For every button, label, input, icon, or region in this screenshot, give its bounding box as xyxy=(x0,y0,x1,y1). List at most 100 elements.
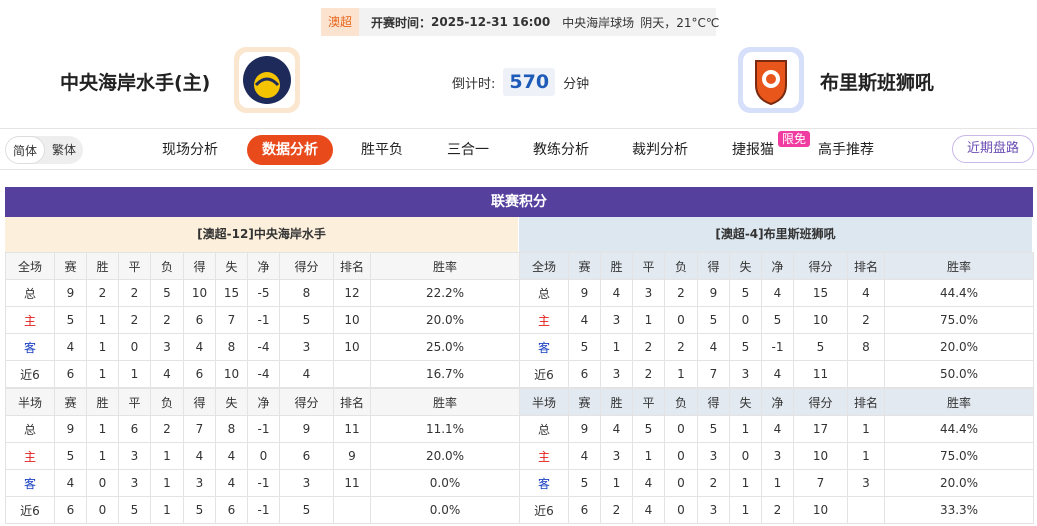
cell: 0.0% xyxy=(370,469,520,497)
cell: 3 xyxy=(847,469,885,497)
cell: 1 xyxy=(729,469,762,497)
cell: 3 xyxy=(279,469,334,497)
cell: 10 xyxy=(215,360,248,388)
cell: 4 xyxy=(761,360,794,388)
cell: 2 xyxy=(118,306,151,334)
cell: 2 xyxy=(697,469,730,497)
cell: 44.4% xyxy=(884,279,1034,307)
cell: 10 xyxy=(793,496,848,524)
cell xyxy=(333,360,371,388)
column-header: 胜率 xyxy=(884,388,1034,416)
column-header: 得分 xyxy=(279,388,334,416)
recent-odds-button[interactable]: 近期盘路 xyxy=(952,135,1034,163)
header-row: 全场赛胜平负得失净得分 排名 胜率 xyxy=(5,252,520,280)
cell: 4 xyxy=(150,360,184,388)
cell: 16.7% xyxy=(370,360,520,388)
row-label: 总 xyxy=(519,279,569,307)
nav-tab[interactable]: 教练分析 xyxy=(533,142,589,158)
row-label: 主 xyxy=(519,442,569,470)
cell: 10 xyxy=(333,306,371,334)
cell: 5 xyxy=(568,469,601,497)
nav-tab[interactable]: 捷报猫 xyxy=(732,142,774,158)
standings-table: 半场赛胜平负得失净得分 排名 胜率总 9 4 5 0 5 1 4 17 1 44.4% 主 4 3 1 0 3 0 3 1… xyxy=(519,388,1034,524)
cell: 4 xyxy=(215,442,248,470)
cell: 4 xyxy=(847,279,885,307)
cell: 1 xyxy=(664,360,698,388)
cell xyxy=(847,360,885,388)
cell: 10 xyxy=(183,279,216,307)
cell: 22.2% xyxy=(370,279,520,307)
cell: 0 xyxy=(664,306,698,334)
nav-tab[interactable]: 三合一 xyxy=(447,142,489,158)
column-header: 赛 xyxy=(54,388,87,416)
cell: 9 xyxy=(333,442,371,470)
cell: 11 xyxy=(793,360,848,388)
cell: 9 xyxy=(568,415,601,443)
cell: 4 xyxy=(568,306,601,334)
lang-option[interactable]: 繁体 xyxy=(52,143,77,157)
cell: 5 xyxy=(697,306,730,334)
nav-tab[interactable]: 数据分析 xyxy=(247,135,333,165)
cell: 7 xyxy=(793,469,848,497)
data-row: 总 9 4 3 2 9 5 4 15 4 44.4% xyxy=(519,279,1034,307)
column-header: 净 xyxy=(247,252,280,280)
nav-tab[interactable]: 裁判分析 xyxy=(632,142,688,158)
cell: 5 xyxy=(729,333,762,361)
lang-option[interactable]: 简体 xyxy=(5,136,46,164)
row-label: 总 xyxy=(519,415,569,443)
cell: 9 xyxy=(568,279,601,307)
cell: 1 xyxy=(761,469,794,497)
cell: 1 xyxy=(86,442,119,470)
countdown-unit: 分钟 xyxy=(563,76,590,92)
cell: 3 xyxy=(697,442,730,470)
column-header: 负 xyxy=(150,252,184,280)
cell: -1 xyxy=(761,333,794,361)
standings-table: 全场赛胜平负得失净得分 排名 胜率总 9 2 2 5 10 15 -5 8 12 22.2% 主 5 1 2 2 6… xyxy=(5,252,520,388)
row-label: 主 xyxy=(519,306,569,334)
cell: 0 xyxy=(118,333,151,361)
column-header: 赛 xyxy=(54,252,87,280)
league[interactable]: 澳超 xyxy=(321,8,360,36)
cell: 12 xyxy=(333,279,371,307)
cell: 1 xyxy=(729,496,762,524)
cell: 6 xyxy=(54,496,87,524)
header-row: 半场赛胜平负得失净得分 排名 胜率 xyxy=(5,388,520,416)
cell: 6 xyxy=(279,442,334,470)
data-row: 主 5 1 3 1 4 4 0 6 9 20.0% xyxy=(5,442,520,470)
nav-tab[interactable]: 现场分析 xyxy=(162,142,218,158)
cell: -4 xyxy=(247,333,280,361)
home-team[interactable]: 中央海岸水手(主) xyxy=(60,72,211,94)
column-header: 平 xyxy=(632,252,665,280)
cell: 4 xyxy=(761,415,794,443)
standings-panels: [澳超-12]中央海岸水手 全场赛胜平负得失净得分 排名 胜率总 9 2 2 5 10 15 -5 8… xyxy=(5,217,1034,524)
cell: 1 xyxy=(847,415,885,443)
cell: 5 xyxy=(632,415,665,443)
cell: 5 xyxy=(793,333,848,361)
cell: 7 xyxy=(183,415,216,443)
cell: 1 xyxy=(847,442,885,470)
cell: 1 xyxy=(86,415,119,443)
cell: 1 xyxy=(632,442,665,470)
column-header: 排名 xyxy=(333,252,371,280)
cell: 2 xyxy=(664,333,698,361)
data-row: 近6 6 2 4 0 3 1 2 10 33.3% xyxy=(519,496,1034,524)
cell: 0 xyxy=(729,442,762,470)
row-label: 总 xyxy=(5,415,55,443)
column-header: 净 xyxy=(761,252,794,280)
cell: -1 xyxy=(247,306,280,334)
cell: 11.1% xyxy=(370,415,520,443)
cell: 2 xyxy=(600,496,633,524)
cell: 3 xyxy=(600,360,633,388)
away-team[interactable]: 布里斯班狮吼 xyxy=(820,72,935,94)
cell: 6 xyxy=(183,306,216,334)
nav-tab[interactable]: 高手推荐 xyxy=(818,142,874,158)
row-label: 近6 xyxy=(5,360,55,388)
cell: 0 xyxy=(86,469,119,497)
cell: 9 xyxy=(279,415,334,443)
header-row: 全场赛胜平负得失净得分 排名 胜率 xyxy=(519,252,1034,280)
cell: 5 xyxy=(183,496,216,524)
cell: 1 xyxy=(118,360,151,388)
cell: 0 xyxy=(86,496,119,524)
nav-tab[interactable]: 胜平负 xyxy=(361,142,403,158)
